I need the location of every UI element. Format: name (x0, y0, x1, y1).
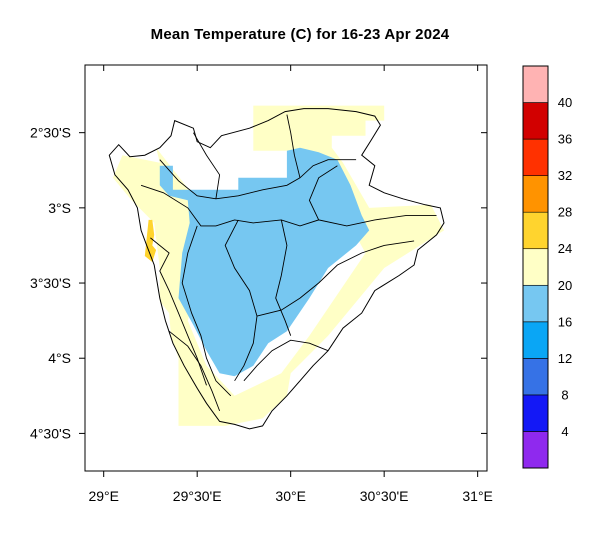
colorbar-label: 4 (561, 424, 568, 439)
province-line-4 (275, 219, 292, 336)
colorbar-segment-2 (522, 358, 549, 396)
colorbar: 4 8 12 16 20 24 28 32 36 40 (522, 65, 572, 469)
province-line-5 (256, 240, 415, 317)
colorbar-label: 16 (558, 314, 572, 329)
map-frame (84, 64, 488, 472)
y-tick-label: 4°30'S (30, 425, 71, 441)
temp-region-16-20 (159, 147, 370, 377)
colorbar-segment-10 (522, 65, 549, 103)
x-tick-label: 31°E (462, 488, 493, 504)
colorbar-segment-8 (522, 138, 549, 176)
province-line-2 (181, 225, 232, 397)
province-line-10 (243, 339, 329, 382)
x-tick-label: 29°30'E (173, 488, 222, 504)
colorbar-segment-5 (522, 248, 549, 286)
axis-ticks: 29°E 29°30'E 30°E 30°30'E 31°E 2°30'S 3°S 3°30'… (30, 65, 493, 504)
colorbar-label: 24 (558, 241, 572, 256)
colorbar-label: 12 (558, 351, 572, 366)
x-tick-label: 30°30'E (360, 488, 409, 504)
province-line-8 (150, 237, 207, 386)
colorbar-label: 32 (558, 168, 572, 183)
temp-region-24-28 (144, 219, 157, 262)
colorbar-segment-0 (522, 431, 549, 469)
province-line-3 (224, 219, 258, 382)
province-line-6 (286, 114, 301, 178)
colorbar-segment-7 (522, 175, 549, 213)
x-tick-label: 30°E (275, 488, 306, 504)
colorbar-label: 8 (561, 387, 568, 402)
colorbar-segment-4 (522, 284, 549, 323)
y-tick-label: 3°30'S (30, 275, 71, 291)
colorbar-segment-9 (522, 102, 549, 140)
colorbar-segment-3 (522, 321, 549, 359)
map-title: Mean Temperature (C) for 16-23 Apr 2024 (150, 26, 450, 43)
province-line-1 (140, 184, 437, 227)
colorbar-frame (522, 65, 549, 469)
colorbar-segment-6 (522, 211, 549, 250)
colorbar-label: 36 (558, 132, 572, 147)
province-line-0 (159, 159, 357, 200)
province-line-9 (193, 132, 221, 199)
y-tick-label: 3°S (48, 200, 71, 216)
province-line-7 (308, 165, 338, 221)
province-boundaries (108, 108, 445, 430)
temperature-regions (113, 105, 444, 426)
x-tick-label: 29°E (88, 488, 119, 504)
y-tick-label: 2°30'S (30, 125, 71, 141)
colorbar-segment-1 (522, 394, 549, 432)
y-tick-label: 4°S (48, 350, 71, 366)
colorbar-label: 28 (558, 205, 572, 220)
temp-region-20-24 (113, 105, 444, 426)
province-line-11 (168, 330, 221, 412)
colorbar-label: 40 (558, 95, 572, 110)
colorbar-label: 20 (558, 278, 572, 293)
country-border (108, 108, 445, 430)
